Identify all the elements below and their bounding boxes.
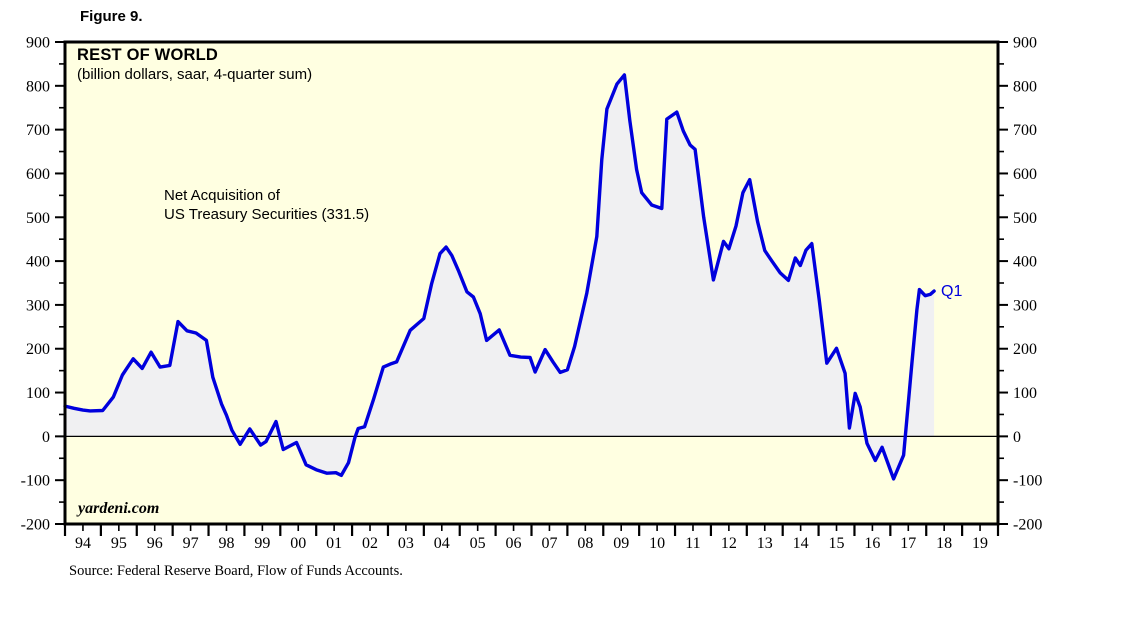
y-axis-label-left: 0 (42, 429, 50, 446)
plot-background (65, 42, 998, 524)
x-axis-year-label: 03 (398, 535, 414, 552)
y-axis-label-left: 700 (26, 122, 50, 139)
y-axis-label-right: 100 (1013, 385, 1037, 402)
x-axis-year-label: 97 (183, 535, 199, 552)
x-axis-year-label: 02 (362, 535, 378, 552)
plot-frame (63, 40, 1000, 526)
chart-title: REST OF WORLD (77, 46, 219, 64)
y-axis-label-right: 500 (1013, 210, 1037, 227)
y-axis-label-left: 600 (26, 166, 50, 183)
y-axis-label-right: 0 (1013, 429, 1021, 446)
x-axis-year-label: 09 (613, 535, 629, 552)
y-axis-label-left: 100 (26, 385, 50, 402)
x-axis-year-label: 18 (936, 535, 952, 552)
x-axis-year-label: 07 (541, 535, 557, 552)
x-axis-year-label: 98 (218, 535, 234, 552)
figure-label: Figure 9. (80, 8, 143, 25)
series-annotation-line1: Net Acquisition of (164, 187, 280, 204)
watermark: yardeni.com (78, 500, 160, 517)
x-axis-year-label: 15 (829, 535, 845, 552)
latest-point-label: Q1 (941, 283, 963, 300)
y-axis-label-right: 400 (1013, 254, 1037, 271)
y-axis-label-left: 900 (26, 35, 50, 52)
x-axis-year-label: 10 (649, 535, 665, 552)
y-axis-label-left: 800 (26, 78, 50, 95)
y-axis-label-right: -200 (1013, 517, 1042, 534)
y-axis-label-right: 800 (1013, 78, 1037, 95)
x-axis-year-label: 05 (470, 535, 486, 552)
chart-subtitle: (billion dollars, saar, 4-quarter sum) (77, 66, 313, 83)
x-axis-year-label: 95 (111, 535, 127, 552)
y-axis-label-left: -100 (21, 473, 50, 490)
x-axis-year-label: 04 (434, 535, 450, 552)
x-axis-year-label: 06 (506, 535, 522, 552)
data-line (63, 73, 936, 481)
y-axis-label-left: 200 (26, 341, 50, 358)
series-annotation-line2: US Treasury Securities (331.5) (164, 206, 370, 223)
y-axis-label-right: 200 (1013, 341, 1037, 358)
x-axis-year-label: 12 (721, 535, 737, 552)
y-axis-label-right: 300 (1013, 297, 1037, 314)
x-axis-year-label: 13 (757, 535, 773, 552)
x-axis-year-label: 16 (864, 535, 880, 552)
x-axis-year-label: 11 (685, 535, 700, 552)
y-axis-label-left: 500 (26, 210, 50, 227)
x-axis-year-label: 19 (972, 535, 988, 552)
y-axis-label-right: 900 (1013, 35, 1037, 52)
x-axis-year-label: 14 (793, 535, 809, 552)
x-axis-year-label: 00 (290, 535, 306, 552)
x-axis-year-label: 17 (900, 535, 916, 552)
x-axis-year-label: 08 (577, 535, 593, 552)
y-axis-label-right: 600 (1013, 166, 1037, 183)
x-axis-year-label: 96 (147, 535, 163, 552)
x-axis-year-label: 99 (254, 535, 270, 552)
x-axis-year-label: 01 (326, 535, 342, 552)
y-axis-label-right: 700 (1013, 122, 1037, 139)
y-axis-label-left: 400 (26, 254, 50, 271)
area-fill (65, 74, 935, 479)
x-axis-year-label: 94 (75, 535, 91, 552)
series-annotation: Net Acquisition of US Treasury Securitie… (164, 186, 369, 224)
y-axis-label-right: -100 (1013, 473, 1042, 490)
y-axis-label-left: -200 (21, 517, 50, 534)
y-axis-label-left: 300 (26, 297, 50, 314)
source-note: Source: Federal Reserve Board, Flow of F… (69, 563, 403, 579)
